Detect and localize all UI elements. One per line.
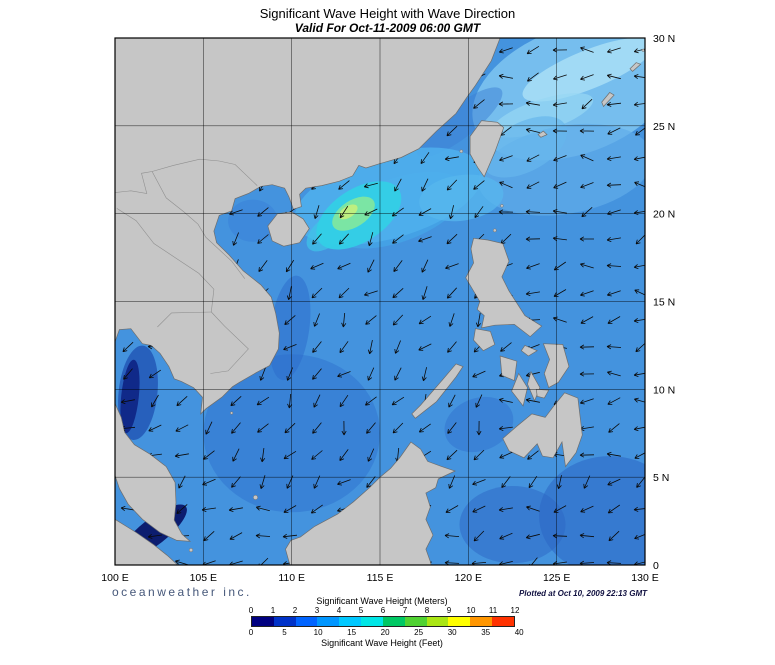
page-title: Significant Wave Height with Wave Direct… bbox=[259, 6, 516, 21]
valid-time-subtitle: Valid For Oct-11-2009 06:00 GMT bbox=[294, 21, 481, 35]
lat-tick-label: 10 N bbox=[653, 384, 675, 396]
meters-tick-label: 7 bbox=[402, 606, 408, 615]
feet-tick-label: 40 bbox=[514, 628, 524, 637]
lat-tick-label: 25 N bbox=[653, 121, 675, 133]
colorbar-segment bbox=[426, 617, 449, 626]
meters-tick-label: 10 bbox=[466, 606, 476, 615]
colorbar-segment bbox=[252, 617, 274, 626]
legend-meters-title: Significant Wave Height (Meters) bbox=[316, 596, 448, 606]
feet-tick-label: 35 bbox=[481, 628, 491, 637]
lon-tick-label: 125 E bbox=[543, 572, 570, 584]
meters-tick-label: 6 bbox=[380, 606, 386, 615]
lat-tick-label: 30 N bbox=[653, 33, 675, 45]
axis-labels: 100 E 105 E 110 E 115 E 120 E 125 E 130 E0 5 N 1… bbox=[101, 33, 675, 584]
feet-tick-label: 20 bbox=[380, 628, 390, 637]
lon-tick-label: 105 E bbox=[190, 572, 217, 584]
meters-tick-label: 5 bbox=[358, 606, 364, 615]
lon-tick-label: 110 E bbox=[278, 572, 305, 584]
lon-tick-label: 100 E bbox=[101, 572, 128, 584]
lat-tick-label: 0 bbox=[653, 560, 659, 572]
colorbar-segment bbox=[317, 617, 340, 626]
colorbar-segment bbox=[361, 617, 383, 626]
legend-feet-ticks: 0 5 10 15 20 25 30 35 40 bbox=[248, 628, 524, 638]
map-frame bbox=[114, 37, 646, 566]
meters-tick-label: 12 bbox=[510, 606, 520, 615]
feet-tick-label: 30 bbox=[447, 628, 457, 637]
feet-tick-label: 5 bbox=[282, 628, 287, 637]
plotted-timestamp: Plotted at Oct 10, 2009 22:13 GMT bbox=[518, 589, 647, 598]
feet-tick-label: 25 bbox=[414, 628, 424, 637]
meters-tick-label: 8 bbox=[424, 606, 430, 615]
wave-direction-arrows bbox=[120, 43, 645, 565]
meters-tick-label: 3 bbox=[314, 606, 320, 615]
colorbar-segment bbox=[273, 617, 296, 626]
oceanweather-logo-text: oceanweather inc. bbox=[112, 585, 252, 599]
legend-feet-title: Significant Wave Height (Feet) bbox=[321, 638, 443, 648]
lon-tick-label: 115 E bbox=[367, 572, 394, 584]
colorbar bbox=[251, 616, 515, 627]
lat-tick-label: 5 N bbox=[653, 472, 669, 484]
colorbar-segment bbox=[339, 617, 362, 626]
feet-tick-label: 15 bbox=[347, 628, 357, 637]
meters-tick-label: 1 bbox=[270, 606, 276, 615]
colorbar-segment bbox=[295, 617, 318, 626]
lon-tick-label: 130 E bbox=[631, 572, 658, 584]
colorbar-segment bbox=[382, 617, 405, 626]
colorbar-segment bbox=[492, 617, 514, 626]
colorbar-segment bbox=[404, 617, 427, 626]
colorbar-segment bbox=[448, 617, 471, 626]
meters-tick-label: 4 bbox=[336, 606, 342, 615]
lon-tick-label: 120 E bbox=[455, 572, 482, 584]
lat-tick-label: 15 N bbox=[653, 297, 675, 309]
meters-tick-label: 9 bbox=[446, 606, 452, 615]
feet-tick-label: 0 bbox=[248, 628, 254, 637]
colorbar-segment bbox=[470, 617, 493, 626]
lat-tick-label: 20 N bbox=[653, 209, 675, 221]
grid-layer bbox=[115, 38, 645, 565]
meters-tick-label: 2 bbox=[292, 606, 298, 615]
meters-tick-label: 11 bbox=[488, 606, 498, 615]
meters-tick-label: 0 bbox=[248, 606, 254, 615]
legend-meters-ticks: 0 1 2 3 4 5 6 7 8 9 10 11 12 bbox=[248, 606, 520, 616]
feet-tick-label: 10 bbox=[313, 628, 323, 637]
